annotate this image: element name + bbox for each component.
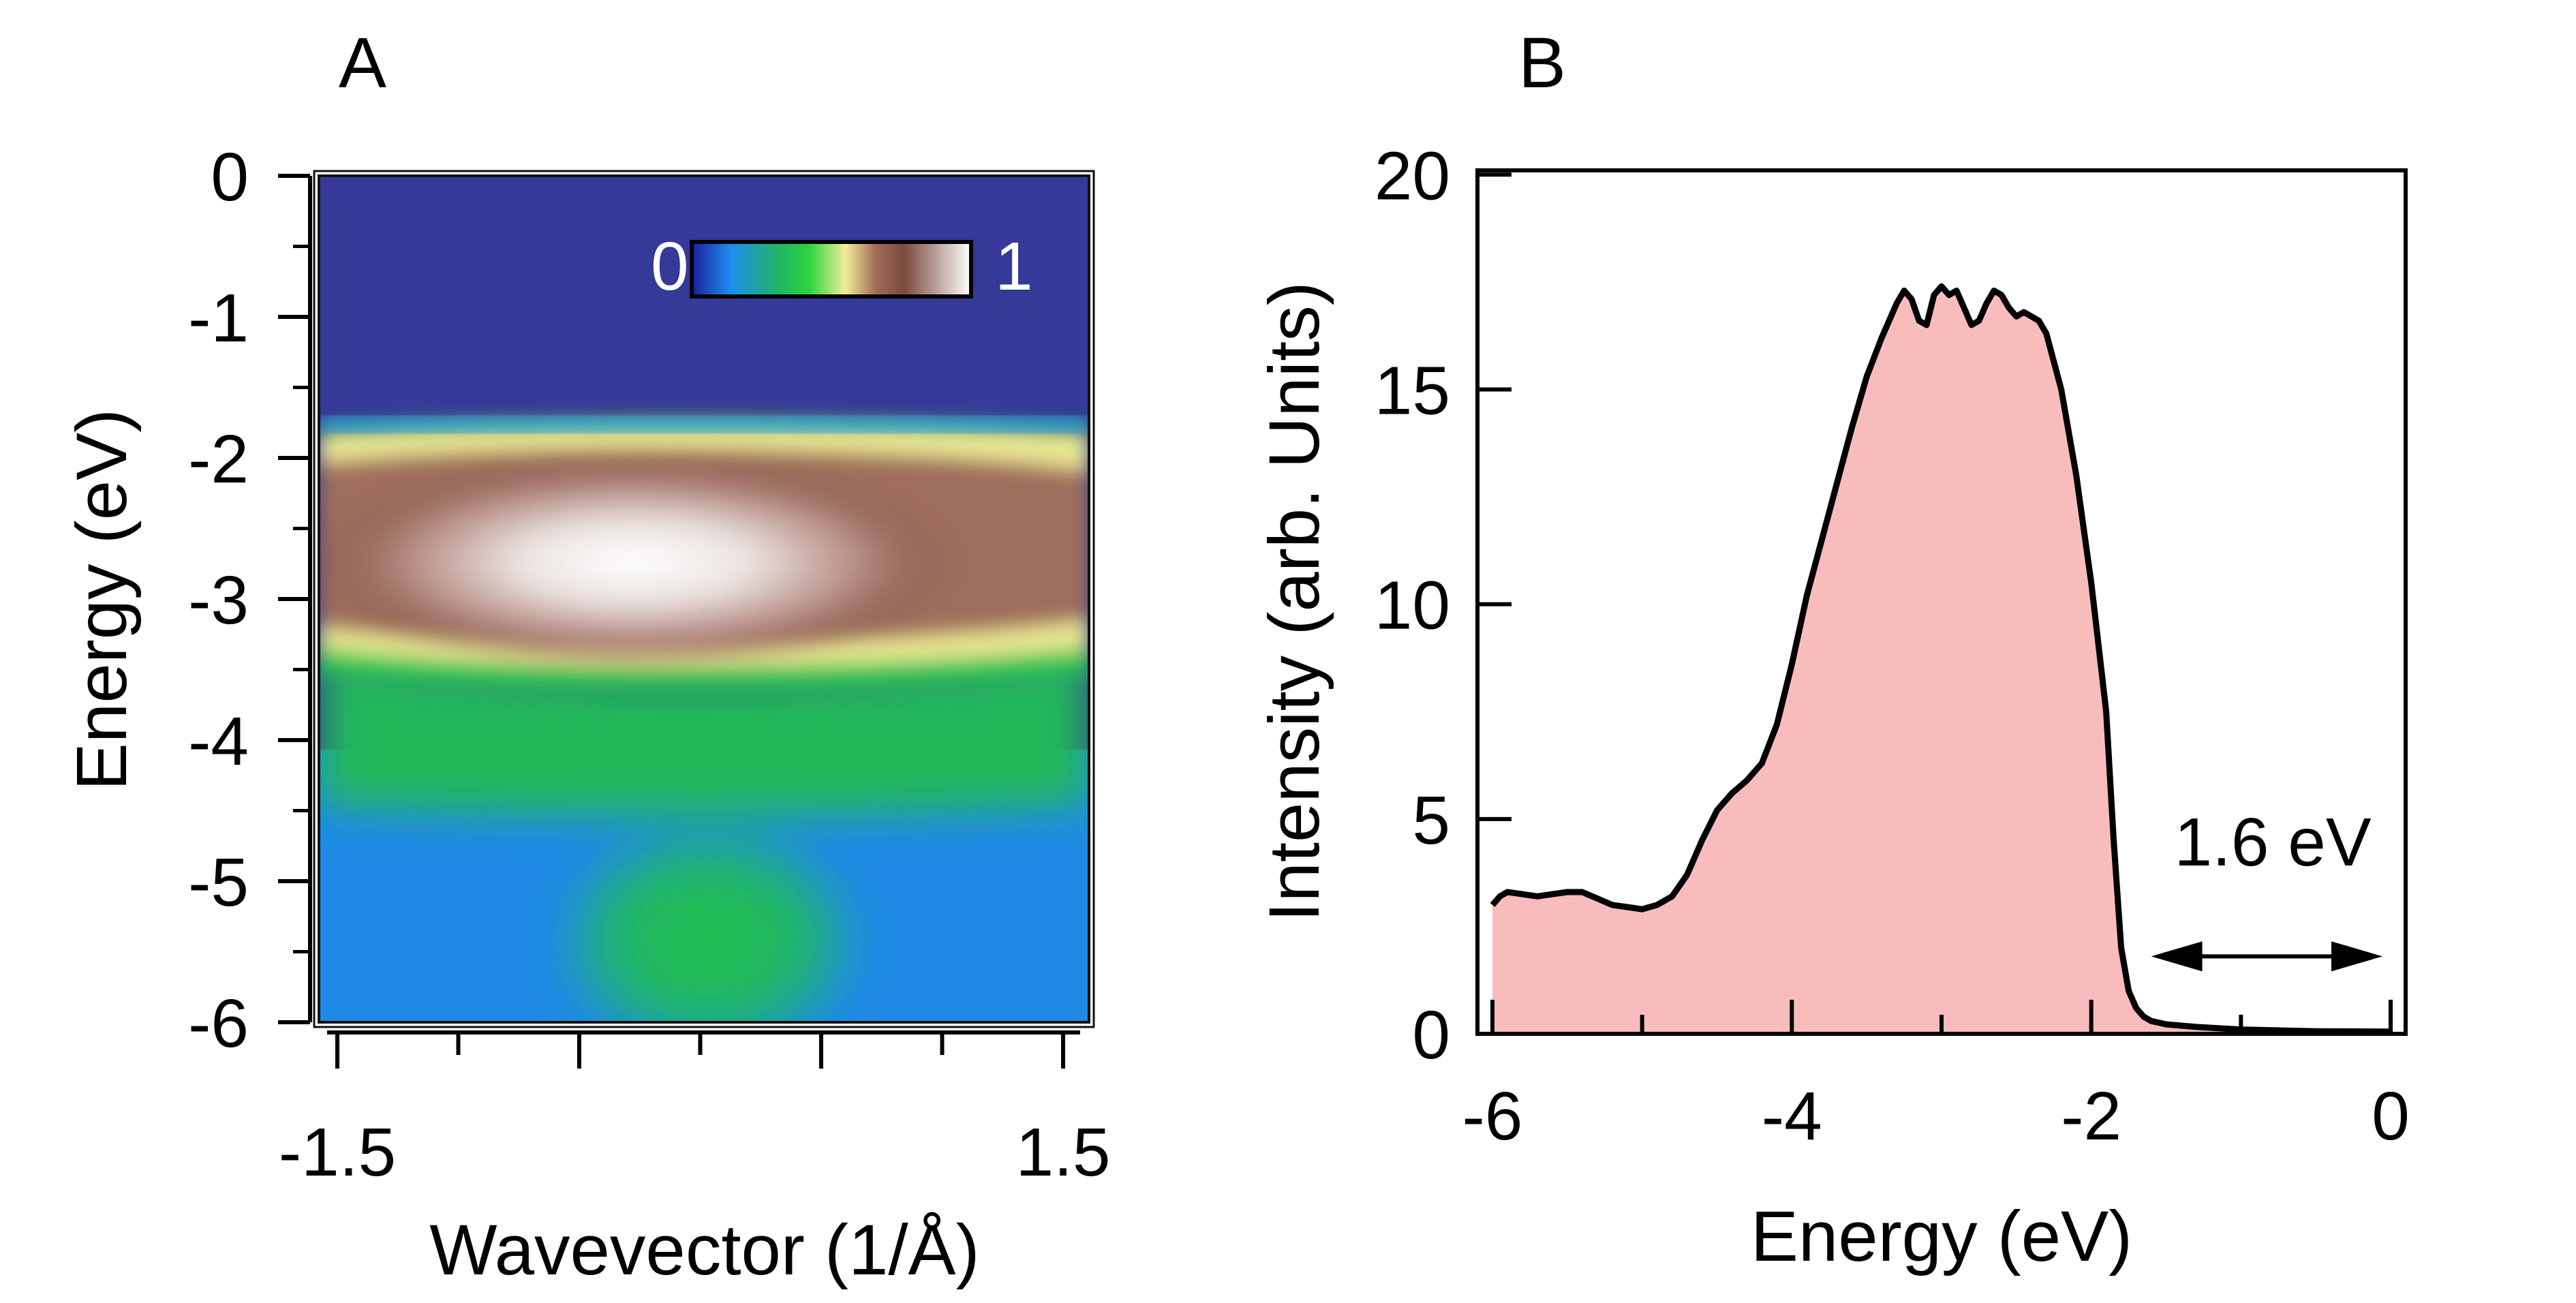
axis-a-y-tick-label: -2 [188,421,249,497]
colorbar-gradient [690,240,973,298]
energy-gap-arrowhead-right [2331,941,2383,972]
spectrum-line [1490,283,2391,1035]
energy-gap-arrowhead-left [2151,941,2203,972]
axis-a-x-tick-label: -1.5 [279,1114,396,1191]
axis-b-xlabel: Energy (eV) [1751,1197,2132,1276]
axis-a-y-tick-label: -4 [188,703,249,780]
axis-a-ylabel: Energy (eV) [62,409,142,791]
axis-b-x-tick-label: -2 [2061,1078,2121,1154]
axis-b-y-tick-label: 0 [1412,997,1450,1073]
axis-a-xlabel: Wavevector (1/Å) [429,1210,979,1290]
axis-b-y-tick-label: 5 [1412,782,1450,859]
energy-gap-annotation: 1.6 eV [2151,804,2383,972]
axis-a-y-tick-label: -1 [188,280,249,356]
spectrum-fill [1492,286,2391,1034]
axis-a-y-tick-label: -3 [188,562,249,639]
colorbar-max-label: 1 [995,228,1033,305]
axis-b-x-tick-label: 0 [2372,1078,2410,1154]
energy-gap-label: 1.6 eV [2174,804,2371,880]
axis-a-y-tick-label: 0 [211,139,249,215]
axis-b-x-tick-label: -6 [1462,1078,1523,1154]
axis-b-y-tick-label: 15 [1375,352,1450,429]
axis-a-y-tick-label: -5 [188,844,249,921]
panel-a: A [62,23,1111,1290]
panel-a-label: A [339,23,386,103]
axis-b-y-tick-label: 10 [1375,568,1450,644]
panel-b: B 0 5 10 15 20 -6 -4 -2 0 1.6 eV Energy (eV) Int… [1255,23,2410,1276]
heatmap-image [319,176,1089,1022]
axis-b-ylabel: Intensity (arb. Units) [1255,281,1334,921]
axis-a-y-tick-label: -6 [188,985,249,1062]
axis-b-y-tick-label: 20 [1375,138,1450,214]
colorbar-min-label: 0 [651,228,689,305]
axis-b-x-tick-label: -4 [1762,1078,1822,1154]
colorbar: 0 1 [651,228,1033,305]
heatmap-frame [318,174,1090,1024]
panel-b-label: B [1518,23,1566,103]
axis-a-x-tick-label: 1.5 [1015,1114,1110,1191]
